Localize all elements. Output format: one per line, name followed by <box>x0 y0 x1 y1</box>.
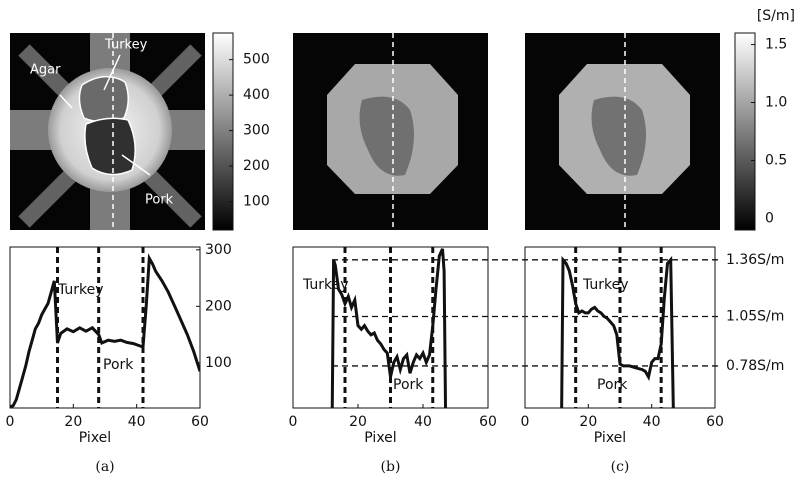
x-tick-label: 40 <box>128 414 146 430</box>
plot-frame <box>9 246 201 409</box>
y-tick-label: 200 <box>205 298 232 314</box>
colorbar-tick-label: 1.5 <box>765 37 787 53</box>
x-tick-label: 40 <box>414 414 432 430</box>
annotation: Turkey <box>57 282 104 298</box>
reference-label: 1.05S/m <box>726 309 784 325</box>
x-tick-label: 60 <box>191 414 209 430</box>
colorbar-tick-label: 100 <box>243 194 270 210</box>
x-tick-label: 60 <box>706 414 724 430</box>
x-tick-label: 40 <box>643 414 661 430</box>
x-tick-label: 60 <box>479 414 497 430</box>
annotation: Pork <box>393 377 424 393</box>
annotation: Pork <box>103 357 134 373</box>
x-axis-label: Pixel <box>79 430 111 446</box>
profile-line <box>10 253 200 408</box>
panel-label: (b) <box>381 459 401 475</box>
x-tick-label: 0 <box>6 414 15 430</box>
y-tick-label: 300 <box>205 242 232 258</box>
colorbar <box>734 32 756 231</box>
colorbar-tick-label: 0 <box>765 210 774 226</box>
image-c <box>525 33 720 230</box>
x-tick-label: 0 <box>289 414 298 430</box>
annotation: Turkey <box>582 277 629 293</box>
colorbar-tick-label: 300 <box>243 123 270 139</box>
profile-line <box>560 255 675 408</box>
annotation: Turkey <box>302 277 349 293</box>
x-tick-label: 0 <box>521 414 530 430</box>
x-tick-label: 20 <box>579 414 597 430</box>
image-label: Pork <box>145 193 174 208</box>
colorbar-tick-label: 0.5 <box>765 152 787 168</box>
image-label: Agar <box>30 63 61 78</box>
profile-line <box>330 248 448 408</box>
x-tick-label: 20 <box>64 414 82 430</box>
x-tick-label: 20 <box>349 414 367 430</box>
colorbar <box>212 32 234 231</box>
y-tick-label: 100 <box>205 355 232 371</box>
colorbar-tick-label: 400 <box>243 87 270 103</box>
panel-label: (a) <box>95 459 114 475</box>
panel-label: (c) <box>611 459 630 475</box>
x-axis-label: Pixel <box>364 430 396 446</box>
annotation: Pork <box>597 377 628 393</box>
colorbar-unit: [S/m] <box>757 8 795 24</box>
x-axis-label: Pixel <box>594 430 626 446</box>
colorbar-tick-label: 1.0 <box>765 95 787 111</box>
colorbar-tick-label: 500 <box>243 52 270 68</box>
reference-label: 0.78S/m <box>726 358 784 374</box>
image-b <box>293 33 488 230</box>
image-a <box>10 33 205 230</box>
image-label: Turkey <box>104 38 148 53</box>
colorbar-tick-label: 200 <box>243 158 270 174</box>
reference-label: 1.36S/m <box>726 252 784 268</box>
